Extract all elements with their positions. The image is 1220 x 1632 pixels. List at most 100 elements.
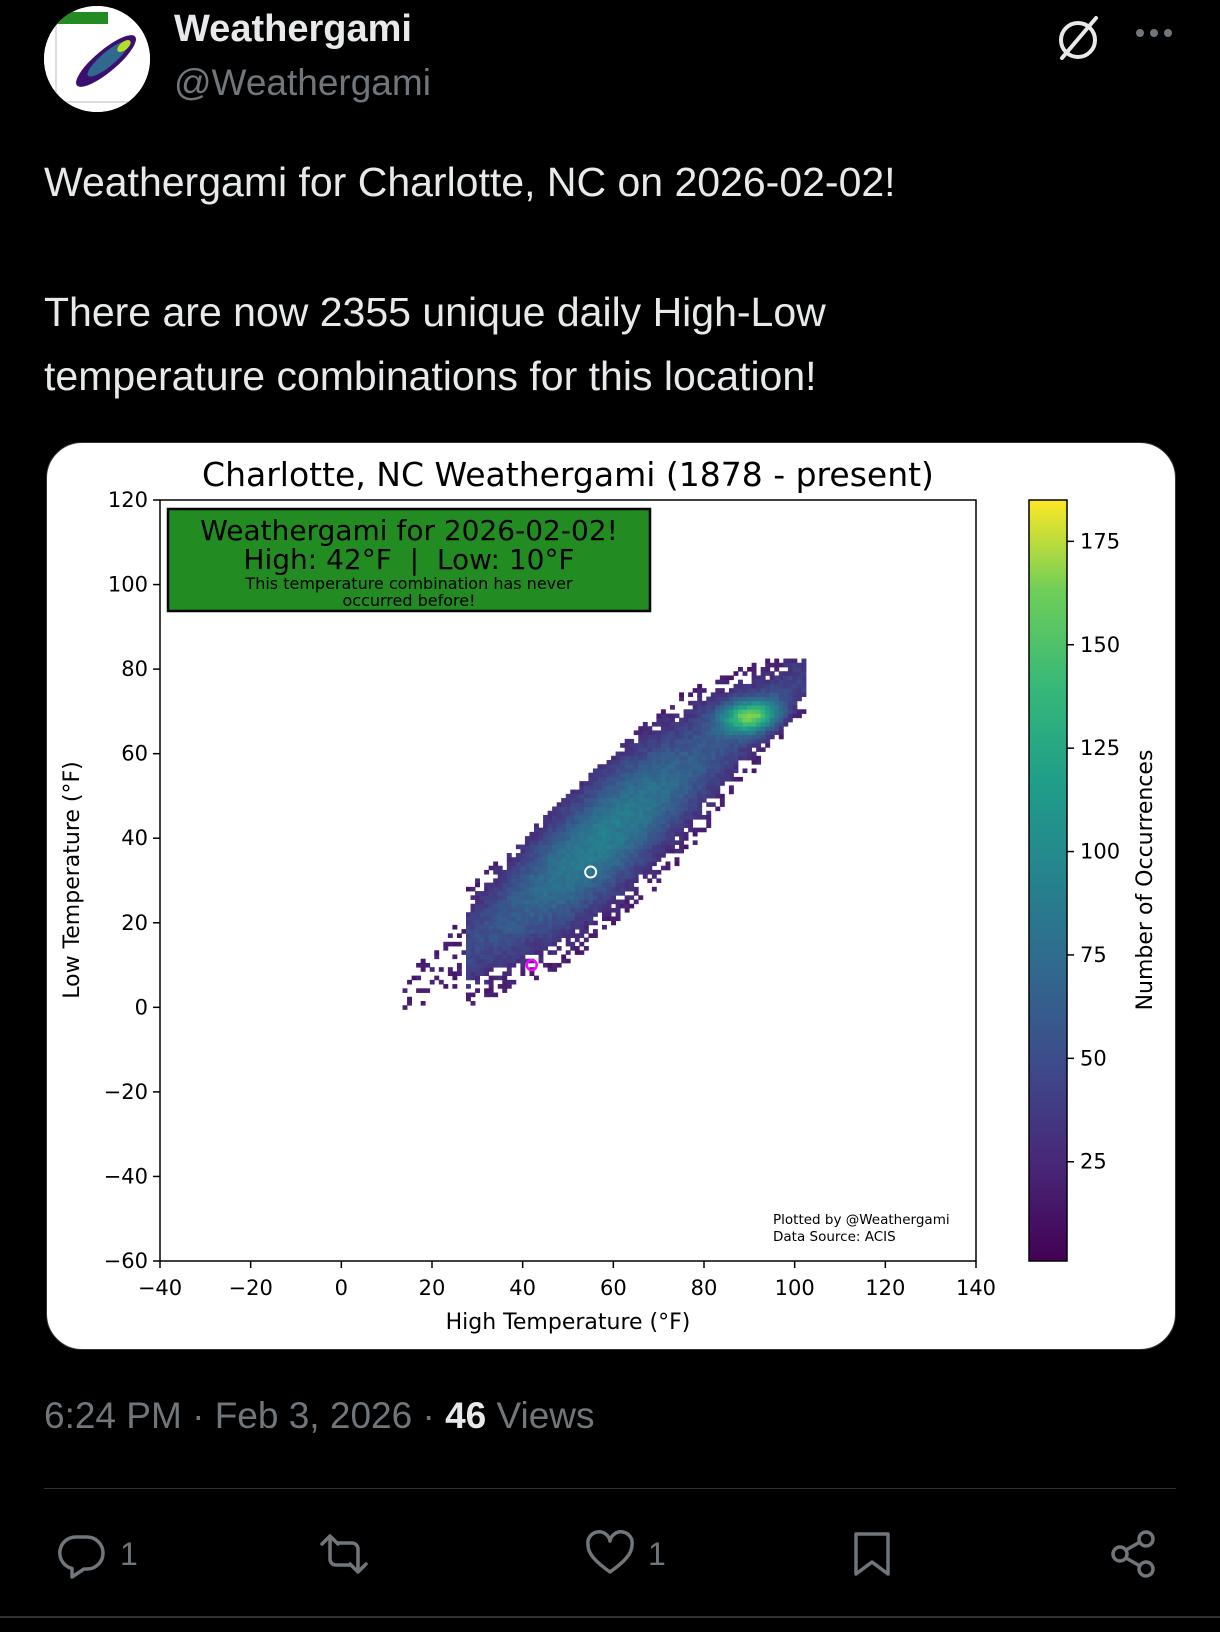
heatmap-cell xyxy=(660,764,666,769)
heatmap-cell xyxy=(547,857,553,862)
heatmap-cell xyxy=(728,738,734,744)
heatmap-cell xyxy=(774,726,780,731)
heatmap-cell xyxy=(606,789,612,795)
heatmap-cell xyxy=(597,823,603,829)
heatmap-cell xyxy=(751,760,757,765)
heatmap-cell xyxy=(520,878,526,884)
heatmap-cell xyxy=(738,700,743,706)
heatmap-cell xyxy=(692,785,698,791)
heatmap-cell xyxy=(561,814,567,820)
more-icon[interactable] xyxy=(1132,18,1176,48)
post-date[interactable]: Feb 3, 2026 xyxy=(214,1395,413,1436)
heatmap-cell xyxy=(656,840,662,845)
heatmap-cell xyxy=(697,692,703,697)
heatmap-cell xyxy=(493,865,499,871)
heatmap-cell xyxy=(624,840,630,845)
heatmap-cell xyxy=(633,760,639,765)
reply-button[interactable]: 1 xyxy=(56,1526,138,1582)
heatmap-cell xyxy=(565,793,571,799)
heatmap-cell xyxy=(638,848,644,854)
heatmap-cell xyxy=(470,916,476,922)
heatmap-cell xyxy=(719,705,725,710)
heatmap-cell xyxy=(706,772,712,778)
heatmap-cell xyxy=(728,785,734,791)
like-button[interactable]: 1 xyxy=(584,1526,666,1582)
heatmap-cell xyxy=(751,696,757,702)
heatmap-cell xyxy=(592,772,598,778)
heatmap-cell xyxy=(493,946,499,951)
heatmap-cell xyxy=(706,764,712,769)
repost-button[interactable] xyxy=(318,1526,370,1582)
heatmap-cell xyxy=(697,688,703,693)
heatmap-cell xyxy=(502,946,508,951)
heatmap-cell xyxy=(688,819,694,824)
heatmap-cell xyxy=(792,667,798,672)
today-marker xyxy=(525,958,538,972)
heatmap-cell xyxy=(692,747,698,752)
heatmap-cell xyxy=(493,929,499,934)
heatmap-cell xyxy=(556,865,562,871)
heatmap-cell xyxy=(552,941,558,947)
grok-icon[interactable] xyxy=(1052,12,1104,64)
heatmap-cell xyxy=(656,781,662,786)
author-handle[interactable]: @Weathergami xyxy=(174,62,431,103)
share-button[interactable] xyxy=(1108,1526,1160,1582)
author-name[interactable]: Weathergami xyxy=(174,8,412,50)
heatmap-cell xyxy=(470,967,476,972)
heatmap-cell xyxy=(665,764,671,769)
heatmap-cell xyxy=(534,874,539,879)
heatmap-cell xyxy=(697,776,703,782)
heatmap-cell xyxy=(665,785,671,791)
heatmap-cell xyxy=(715,776,721,782)
heatmap-cell xyxy=(615,776,621,782)
heatmap-cell xyxy=(629,772,635,778)
heatmap-cell xyxy=(611,798,616,803)
heatmap-cell xyxy=(597,891,603,896)
heatmap-cell xyxy=(760,721,766,727)
avatar[interactable] xyxy=(44,6,150,112)
heatmap-cell xyxy=(484,988,490,993)
heatmap-cell xyxy=(552,882,558,888)
heatmap-cell xyxy=(488,899,494,905)
heatmap-cell xyxy=(597,844,603,850)
heatmap-cell xyxy=(524,929,530,934)
heatmap-cell xyxy=(642,738,648,744)
heatmap-cell xyxy=(534,869,539,875)
heatmap-cell xyxy=(642,806,648,812)
heatmap-cell xyxy=(602,865,607,871)
heatmap-cell xyxy=(466,941,471,947)
heatmap-cell xyxy=(638,819,644,824)
heatmap-cell xyxy=(470,912,476,917)
heatmap-cell xyxy=(756,743,762,748)
heatmap-cell xyxy=(597,886,603,892)
chart-image-card[interactable]: Charlotte, NC Weathergami (1878 - presen… xyxy=(46,442,1176,1350)
heatmap-cell xyxy=(524,853,530,858)
heatmap-cell xyxy=(751,675,757,681)
heatmap-cell xyxy=(647,798,653,803)
bookmark-button[interactable] xyxy=(846,1526,898,1582)
heatmap-cell xyxy=(765,688,771,693)
heatmap-cell xyxy=(506,924,512,930)
heatmap-cell xyxy=(701,743,707,748)
heatmap-cell xyxy=(534,840,539,845)
heatmap-cell xyxy=(651,760,657,765)
heatmap-cell xyxy=(574,840,580,845)
heatmap-cell xyxy=(638,836,644,841)
heatmap-cell xyxy=(751,709,757,714)
heatmap-cell xyxy=(611,823,616,829)
post-time[interactable]: 6:24 PM xyxy=(44,1395,182,1436)
heatmap-cell xyxy=(688,823,694,829)
heatmap-cell xyxy=(611,907,616,913)
heatmap-cell xyxy=(552,916,558,922)
x-tick-label: 60 xyxy=(600,1276,627,1300)
heatmap-cell xyxy=(706,705,712,710)
reply-count: 1 xyxy=(120,1535,138,1572)
heatmap-cell xyxy=(656,806,662,812)
heatmap-cell xyxy=(647,760,653,765)
heatmap-cell xyxy=(588,886,594,892)
heatmap-cell xyxy=(592,840,598,845)
heatmap-cell xyxy=(534,975,539,981)
heatmap-cell xyxy=(633,768,639,774)
heatmap-cell xyxy=(543,814,548,820)
heatmap-cell xyxy=(751,679,757,685)
